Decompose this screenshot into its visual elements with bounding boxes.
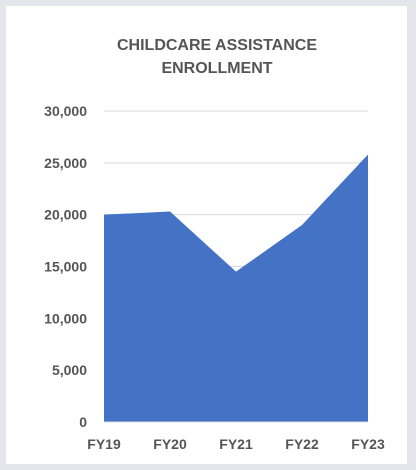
x-tick-label: FY21 [219, 436, 253, 452]
y-tick-label: 10,000 [44, 310, 87, 326]
y-tick-label: 15,000 [44, 259, 87, 275]
y-tick-label: 0 [79, 414, 87, 430]
chart-title-line-1: CHILDCARE ASSISTANCE [117, 37, 317, 54]
chart-title: CHILDCARE ASSISTANCE ENROLLMENT [117, 37, 317, 77]
area-series-layer [104, 154, 368, 423]
x-tick-label: FY23 [351, 436, 385, 452]
x-axis-tick-labels: FY19 FY20 FY21 FY22 FY23 [87, 436, 385, 452]
x-tick-label: FY22 [285, 436, 319, 452]
y-tick-label: 30,000 [44, 103, 87, 119]
y-tick-label: 25,000 [44, 155, 87, 171]
area-series [104, 154, 368, 423]
y-tick-label: 5,000 [52, 362, 87, 378]
y-tick-label: 20,000 [44, 207, 87, 223]
x-tick-label: FY20 [153, 436, 187, 452]
y-axis-tick-labels: 0 5,000 10,000 15,000 20,000 25,000 30,000 [44, 103, 87, 430]
chart-title-line-2: ENROLLMENT [161, 60, 272, 77]
x-tick-label: FY19 [87, 436, 121, 452]
